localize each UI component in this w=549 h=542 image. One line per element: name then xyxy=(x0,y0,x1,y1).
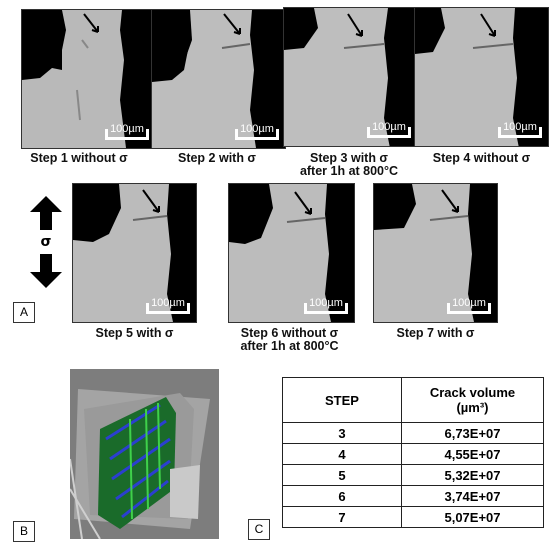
scale-label: 100µm xyxy=(503,121,537,133)
micrograph-image xyxy=(22,10,155,148)
header-crack-volume-line2: (µm³) xyxy=(456,400,489,415)
table-row: 7 5,07E+07 xyxy=(282,506,544,528)
micrograph-step6: 100µm xyxy=(228,183,355,323)
micrograph-image xyxy=(152,10,285,148)
micrograph-image xyxy=(73,184,196,322)
micrograph-image xyxy=(284,8,417,146)
micrograph-step3: 100µm xyxy=(283,7,418,147)
micrograph-step1: 100µm xyxy=(21,9,156,149)
caption-step3: Step 3 with σ after 1h at 800°C xyxy=(283,152,415,178)
cell-volume: 3,74E+07 xyxy=(401,485,544,507)
table-header-row: STEP Crack volume (µm³) xyxy=(282,377,544,423)
micrograph-step5: 100µm xyxy=(72,183,197,323)
micrograph-step2: 100µm xyxy=(151,9,286,149)
sigma-label: σ xyxy=(40,234,52,250)
cell-volume: 5,32E+07 xyxy=(401,464,544,486)
scale-bar: 100µm xyxy=(235,124,279,142)
scale-label: 100µm xyxy=(110,123,144,135)
caption-step3-line2: after 1h at 800°C xyxy=(299,164,399,178)
scale-bar: 100µm xyxy=(304,298,348,316)
cell-step: 5 xyxy=(282,464,402,486)
caption-step6: Step 6 without σ after 1h at 800°C xyxy=(212,327,367,353)
label-a: A xyxy=(13,302,35,323)
scale-bar: 100µm xyxy=(498,122,542,140)
scale-label: 100µm xyxy=(151,297,185,309)
cell-volume: 6,73E+07 xyxy=(401,422,544,444)
cell-volume: 5,07E+07 xyxy=(401,506,544,528)
scale-bar: 100µm xyxy=(146,298,190,316)
render-image xyxy=(70,369,219,539)
cell-step: 3 xyxy=(282,422,402,444)
caption-step5: Step 5 with σ xyxy=(95,326,174,340)
scale-label: 100µm xyxy=(452,297,486,309)
table-row: 4 4,55E+07 xyxy=(282,443,544,465)
table-row: 6 3,74E+07 xyxy=(282,485,544,507)
label-c: C xyxy=(248,519,270,540)
cell-volume: 4,55E+07 xyxy=(401,443,544,465)
caption-step7: Step 7 with σ xyxy=(396,326,475,340)
table-row: 5 5,32E+07 xyxy=(282,464,544,486)
crack-volume-table: STEP Crack volume (µm³) 3 6,73E+07 4 4,55E… xyxy=(282,377,544,528)
micrograph-step7: 100µm xyxy=(373,183,498,323)
caption-step3-line1: Step 3 with σ xyxy=(309,151,388,165)
scale-label: 100µm xyxy=(240,123,274,135)
cell-step: 4 xyxy=(282,443,402,465)
double-arrow-icon xyxy=(30,196,62,288)
micrograph-image xyxy=(374,184,497,322)
caption-step1: Step 1 without σ xyxy=(30,151,128,165)
scale-bar: 100µm xyxy=(367,122,411,140)
caption-step2: Step 2 with σ xyxy=(177,151,256,165)
scale-label: 100µm xyxy=(309,297,343,309)
micrograph-image xyxy=(229,184,354,322)
header-crack-volume-line1: Crack volume xyxy=(429,385,516,400)
micrograph-step4: 100µm xyxy=(414,7,549,147)
scale-bar: 100µm xyxy=(447,298,491,316)
label-b: B xyxy=(13,521,35,542)
header-step: STEP xyxy=(282,377,402,423)
scale-label: 100µm xyxy=(372,121,406,133)
scale-bar: 100µm xyxy=(105,124,149,142)
crack-3d-render xyxy=(70,369,219,539)
caption-step4: Step 4 without σ xyxy=(432,151,531,165)
header-crack-volume: Crack volume (µm³) xyxy=(401,377,544,423)
micrograph-image xyxy=(415,8,548,146)
stress-direction-indicator: σ xyxy=(26,196,66,288)
cell-step: 6 xyxy=(282,485,402,507)
cell-step: 7 xyxy=(282,506,402,528)
caption-step6-line1: Step 6 without σ xyxy=(240,326,339,340)
caption-step6-line2: after 1h at 800°C xyxy=(240,339,339,353)
table-row: 3 6,73E+07 xyxy=(282,422,544,444)
